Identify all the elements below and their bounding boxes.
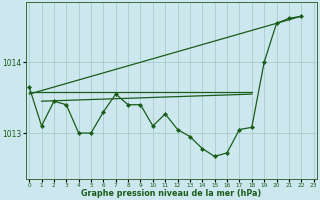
X-axis label: Graphe pression niveau de la mer (hPa): Graphe pression niveau de la mer (hPa): [81, 189, 261, 198]
